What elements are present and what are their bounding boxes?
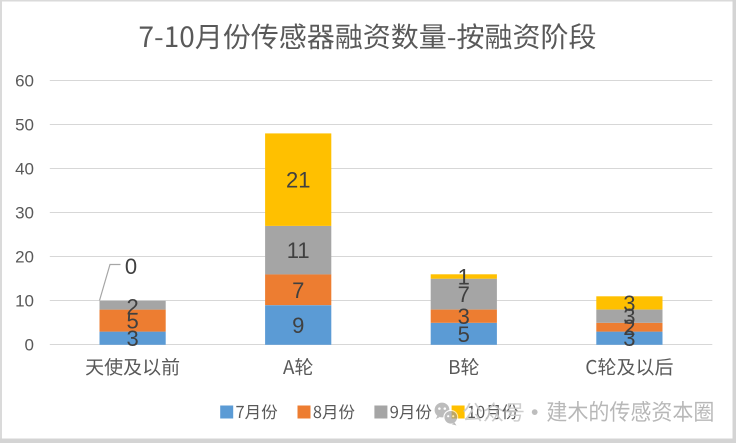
svg-text:30: 30 xyxy=(15,204,34,223)
svg-text:3: 3 xyxy=(623,326,635,351)
svg-text:5: 5 xyxy=(458,322,470,347)
svg-text:3: 3 xyxy=(623,291,635,316)
svg-text:60: 60 xyxy=(15,71,34,90)
svg-text:40: 40 xyxy=(15,160,34,179)
svg-text:20: 20 xyxy=(15,248,34,267)
svg-text:7: 7 xyxy=(458,282,470,307)
svg-text:3: 3 xyxy=(623,304,635,329)
svg-text:1: 1 xyxy=(458,265,470,290)
svg-text:0: 0 xyxy=(25,336,34,355)
svg-text:2: 2 xyxy=(623,315,635,340)
svg-text:50: 50 xyxy=(15,116,34,135)
svg-text:3: 3 xyxy=(458,304,470,329)
svg-text:9: 9 xyxy=(292,313,304,338)
svg-text:0: 0 xyxy=(125,254,137,279)
svg-text:2: 2 xyxy=(126,295,138,320)
svg-text:7: 7 xyxy=(292,278,304,303)
svg-text:3: 3 xyxy=(126,326,138,351)
svg-text:10: 10 xyxy=(15,292,34,311)
svg-text:5: 5 xyxy=(126,309,138,334)
svg-text:21: 21 xyxy=(286,168,310,193)
svg-text:11: 11 xyxy=(287,238,310,263)
